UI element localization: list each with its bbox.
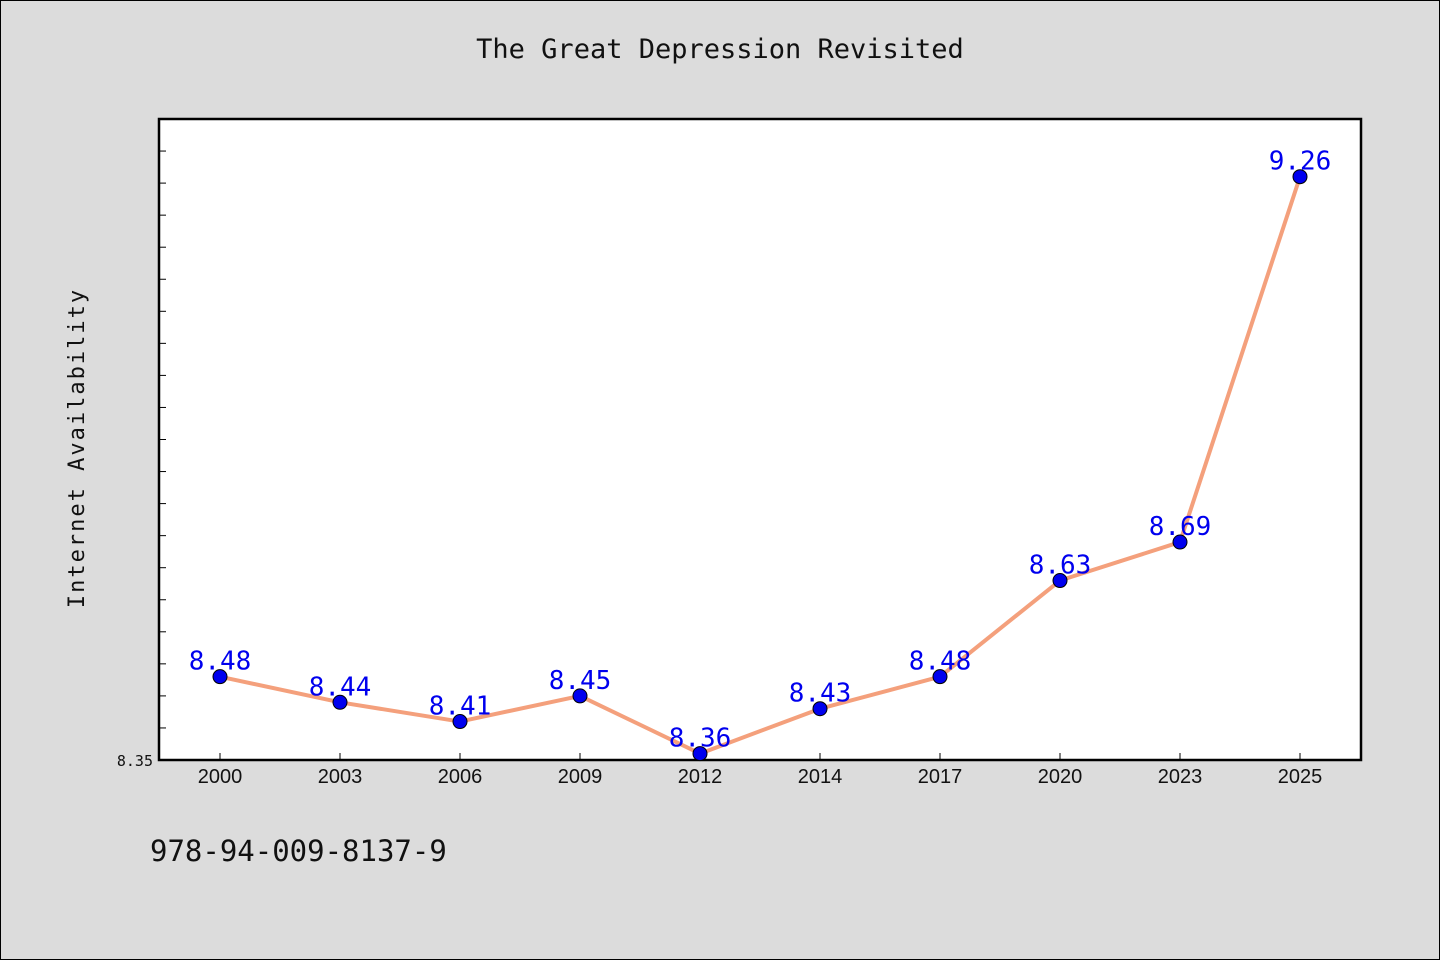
data-point xyxy=(1052,573,1068,589)
data-point xyxy=(692,746,708,762)
data-label: 8.48 xyxy=(189,647,252,677)
footnote-isbn: 978-94-009-8137-9 xyxy=(150,834,447,868)
x-tick-label: 2017 xyxy=(918,766,963,788)
data-point xyxy=(572,688,588,704)
x-tick-label: 2003 xyxy=(318,766,363,788)
data-label: 8.41 xyxy=(429,692,492,722)
x-tick-label: 2006 xyxy=(438,766,483,788)
data-label: 8.63 xyxy=(1029,551,1092,581)
x-tick-label: 2012 xyxy=(678,766,723,788)
data-label: 8.36 xyxy=(669,724,732,754)
data-label: 8.44 xyxy=(309,672,372,702)
x-tick-label: 2025 xyxy=(1278,766,1323,788)
data-point xyxy=(812,701,828,717)
data-point xyxy=(1292,169,1308,185)
x-tick-label: 2009 xyxy=(558,766,603,788)
data-label: 9.26 xyxy=(1269,147,1332,177)
data-point xyxy=(452,714,468,730)
x-tick-label: 2023 xyxy=(1158,766,1203,788)
x-tick-label: 2020 xyxy=(1038,766,1083,788)
data-point xyxy=(932,669,948,685)
data-label: 8.43 xyxy=(789,679,852,709)
data-label: 8.69 xyxy=(1149,512,1212,542)
data-label: 8.45 xyxy=(549,666,612,696)
x-tick-label: 2000 xyxy=(198,766,243,788)
data-label: 8.48 xyxy=(909,647,972,677)
data-point xyxy=(332,694,348,710)
chart-title: The Great Depression Revisited xyxy=(476,34,964,65)
plot-area xyxy=(157,117,1363,762)
data-point xyxy=(212,669,228,685)
x-tick-label: 2014 xyxy=(798,766,843,788)
y-tick-label: 8.35 xyxy=(117,752,153,770)
series-line xyxy=(218,174,1302,756)
data-point xyxy=(1172,534,1188,550)
y-axis-label: Internet Availability xyxy=(65,288,90,608)
